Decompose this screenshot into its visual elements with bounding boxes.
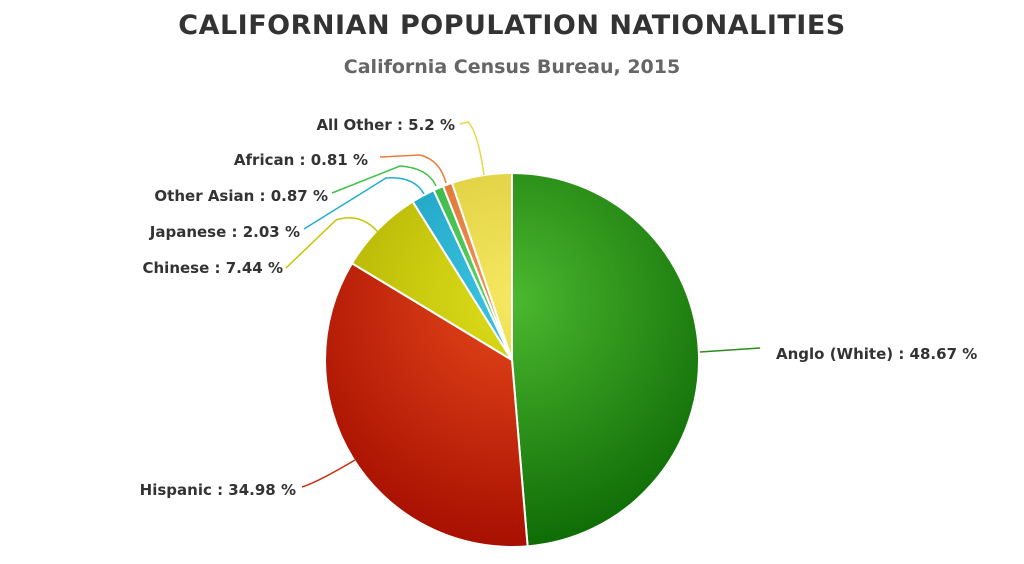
slice-label: African : 0.81 % [234,151,368,169]
slice-label: Chinese : 7.44 % [143,259,284,277]
leader-line [459,121,485,176]
leader-line [699,347,761,353]
pie-slice-all-other[interactable] [450,171,513,361]
slice-label: Japanese : 2.03 % [149,223,300,241]
leader-line [285,217,379,269]
leader-line [331,165,437,194]
leader-line [301,459,356,488]
pie-slice-hispanic[interactable] [324,261,529,548]
chart-title: CALIFORNIAN POPULATION NATIONALITIES [178,10,846,41]
leader-line [379,154,447,184]
slice-label: Other Asian : 0.87 % [154,187,328,205]
pie-slice-anglo-white[interactable] [511,171,701,548]
slice-label: All Other : 5.2 % [316,116,455,134]
slice-label: Anglo (White) : 48.67 % [776,345,977,363]
leader-line [303,177,425,230]
chart-subtitle: California Census Bureau, 2015 [343,56,681,78]
slice-label: Hispanic : 34.98 % [140,481,296,499]
